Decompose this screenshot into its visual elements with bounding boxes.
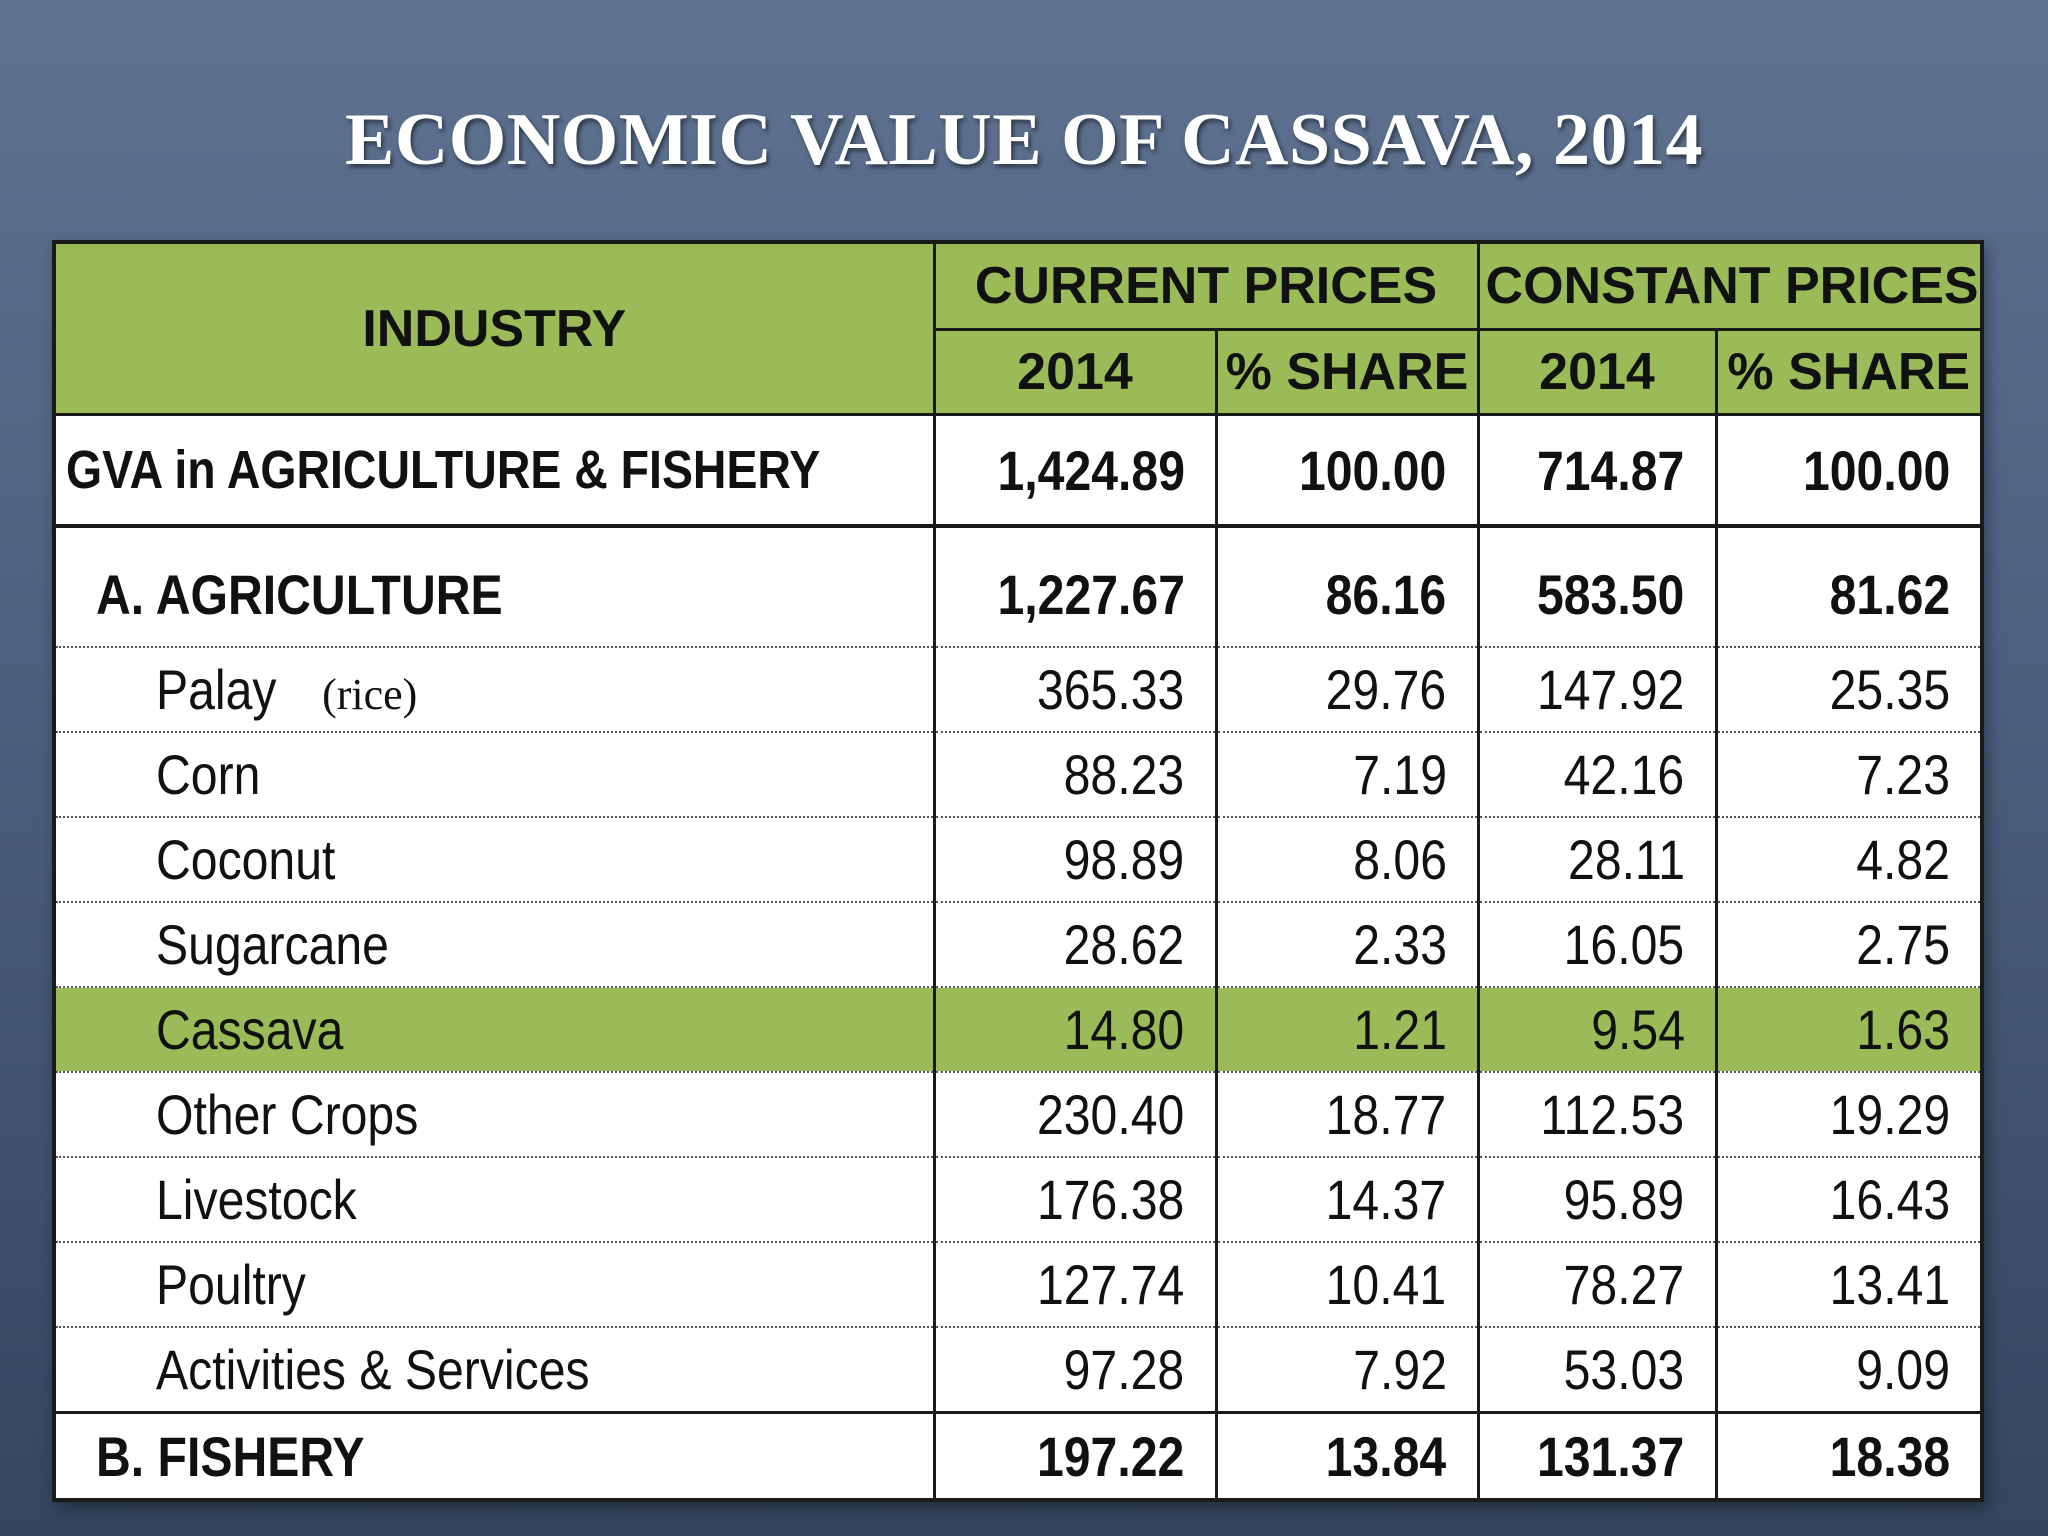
cell-constant-share: 18.38 <box>1714 1411 1984 1500</box>
cell-current-2014: 176.38 <box>932 1157 1218 1243</box>
cell-constant-share: 100.00 <box>1714 414 1984 528</box>
cell-current-2014: 98.89 <box>932 817 1218 903</box>
header-current-share: % SHARE <box>1214 328 1480 416</box>
cell-constant-share: 13.41 <box>1714 1242 1984 1328</box>
cell-current-share: 13.84 <box>1214 1411 1480 1500</box>
row-label: Coconut <box>52 817 936 903</box>
cell-current-2014: 97.28 <box>932 1327 1218 1414</box>
row-label: Corn <box>52 732 936 818</box>
row-label: Other Crops <box>52 1072 936 1158</box>
row-label: Palay (rice) <box>52 647 936 733</box>
slide-title: ECONOMIC VALUE OF CASSAVA, 2014 <box>344 99 1704 181</box>
cell-current-share: 7.19 <box>1214 732 1480 818</box>
cell-constant-2014: 9.54 <box>1476 987 1718 1073</box>
table-row-activities-services: Activities & Services 97.28 7.92 53.03 9… <box>52 1327 1984 1414</box>
table-row-agriculture: A. AGRICULTURE 1,227.67 86.16 583.50 81.… <box>52 526 1984 648</box>
cell-current-2014: 1,424.89 <box>932 414 1218 528</box>
cell-current-2014: 1,227.67 <box>932 526 1218 648</box>
table-row-corn: Corn 88.23 7.19 42.16 7.23 <box>52 732 1984 818</box>
cell-constant-2014: 78.27 <box>1476 1242 1718 1328</box>
cell-constant-share: 16.43 <box>1714 1157 1984 1243</box>
cell-constant-2014: 28.11 <box>1476 817 1718 903</box>
cell-current-2014: 197.22 <box>932 1411 1218 1500</box>
row-label: Livestock <box>52 1157 936 1243</box>
cell-current-share: 14.37 <box>1214 1157 1480 1243</box>
cell-constant-share: 1.63 <box>1714 987 1984 1073</box>
cell-current-2014: 14.80 <box>932 987 1218 1073</box>
table-row-sugarcane: Sugarcane 28.62 2.33 16.05 2.75 <box>52 902 1984 988</box>
cell-constant-2014: 147.92 <box>1476 647 1718 733</box>
cell-constant-2014: 112.53 <box>1476 1072 1718 1158</box>
table-row-palay: Palay (rice) 365.33 29.76 147.92 25.35 <box>52 647 1984 733</box>
economic-value-table: INDUSTRY CURRENT PRICES CONSTANT PRICES … <box>52 240 1985 1502</box>
cell-constant-share: 81.62 <box>1714 526 1984 648</box>
row-label: Cassava <box>52 987 936 1073</box>
table-row-cassava: Cassava 14.80 1.21 9.54 1.63 <box>52 987 1984 1073</box>
header-constant-share: % SHARE <box>1714 328 1984 416</box>
cell-current-2014: 230.40 <box>932 1072 1218 1158</box>
table-row-other-crops: Other Crops 230.40 18.77 112.53 19.29 <box>52 1072 1984 1158</box>
cell-constant-share: 19.29 <box>1714 1072 1984 1158</box>
cell-current-share: 8.06 <box>1214 817 1480 903</box>
header-current-year: 2014 <box>932 328 1218 416</box>
cell-constant-2014: 53.03 <box>1476 1327 1718 1414</box>
header-constant-prices: CONSTANT PRICES <box>1476 240 1984 331</box>
row-label: Sugarcane <box>52 902 936 988</box>
header-industry: INDUSTRY <box>52 240 936 416</box>
cell-constant-2014: 131.37 <box>1476 1411 1718 1500</box>
cell-current-2014: 88.23 <box>932 732 1218 818</box>
cell-constant-2014: 583.50 <box>1476 526 1718 648</box>
row-label: Poultry <box>52 1242 936 1328</box>
cell-constant-share: 4.82 <box>1714 817 1984 903</box>
cell-constant-2014: 95.89 <box>1476 1157 1718 1243</box>
table-row-poultry: Poultry 127.74 10.41 78.27 13.41 <box>52 1242 1984 1328</box>
cell-current-share: 29.76 <box>1214 647 1480 733</box>
table-row-livestock: Livestock 176.38 14.37 95.89 16.43 <box>52 1157 1984 1243</box>
row-label: Activities & Services <box>52 1327 936 1414</box>
row-label: B. FISHERY <box>52 1411 936 1500</box>
table-row-total: GVA in AGRICULTURE & FISHERY 1,424.89 10… <box>52 414 1984 528</box>
cell-current-2014: 28.62 <box>932 902 1218 988</box>
cell-constant-share: 7.23 <box>1714 732 1984 818</box>
cell-current-2014: 127.74 <box>932 1242 1218 1328</box>
cell-constant-2014: 42.16 <box>1476 732 1718 818</box>
row-label: A. AGRICULTURE <box>52 526 936 648</box>
cell-current-share: 2.33 <box>1214 902 1480 988</box>
cell-current-share: 7.92 <box>1214 1327 1480 1414</box>
cell-constant-share: 2.75 <box>1714 902 1984 988</box>
table-row-coconut: Coconut 98.89 8.06 28.11 4.82 <box>52 817 1984 903</box>
cell-current-2014: 365.33 <box>932 647 1218 733</box>
cell-current-share: 10.41 <box>1214 1242 1480 1328</box>
cell-current-share: 18.77 <box>1214 1072 1480 1158</box>
header-current-prices: CURRENT PRICES <box>932 240 1480 331</box>
table-row-fishery: B. FISHERY 197.22 13.84 131.37 18.38 <box>52 1411 1984 1500</box>
cell-current-share: 100.00 <box>1214 414 1480 528</box>
row-note: (rice) <box>322 670 418 719</box>
cell-current-share: 1.21 <box>1214 987 1480 1073</box>
cell-constant-share: 9.09 <box>1714 1327 1984 1414</box>
header-constant-year: 2014 <box>1476 328 1718 416</box>
cell-current-share: 86.16 <box>1214 526 1480 648</box>
cell-constant-2014: 714.87 <box>1476 414 1718 528</box>
cell-constant-2014: 16.05 <box>1476 902 1718 988</box>
row-label: GVA in AGRICULTURE & FISHERY <box>52 414 936 528</box>
cell-constant-share: 25.35 <box>1714 647 1984 733</box>
